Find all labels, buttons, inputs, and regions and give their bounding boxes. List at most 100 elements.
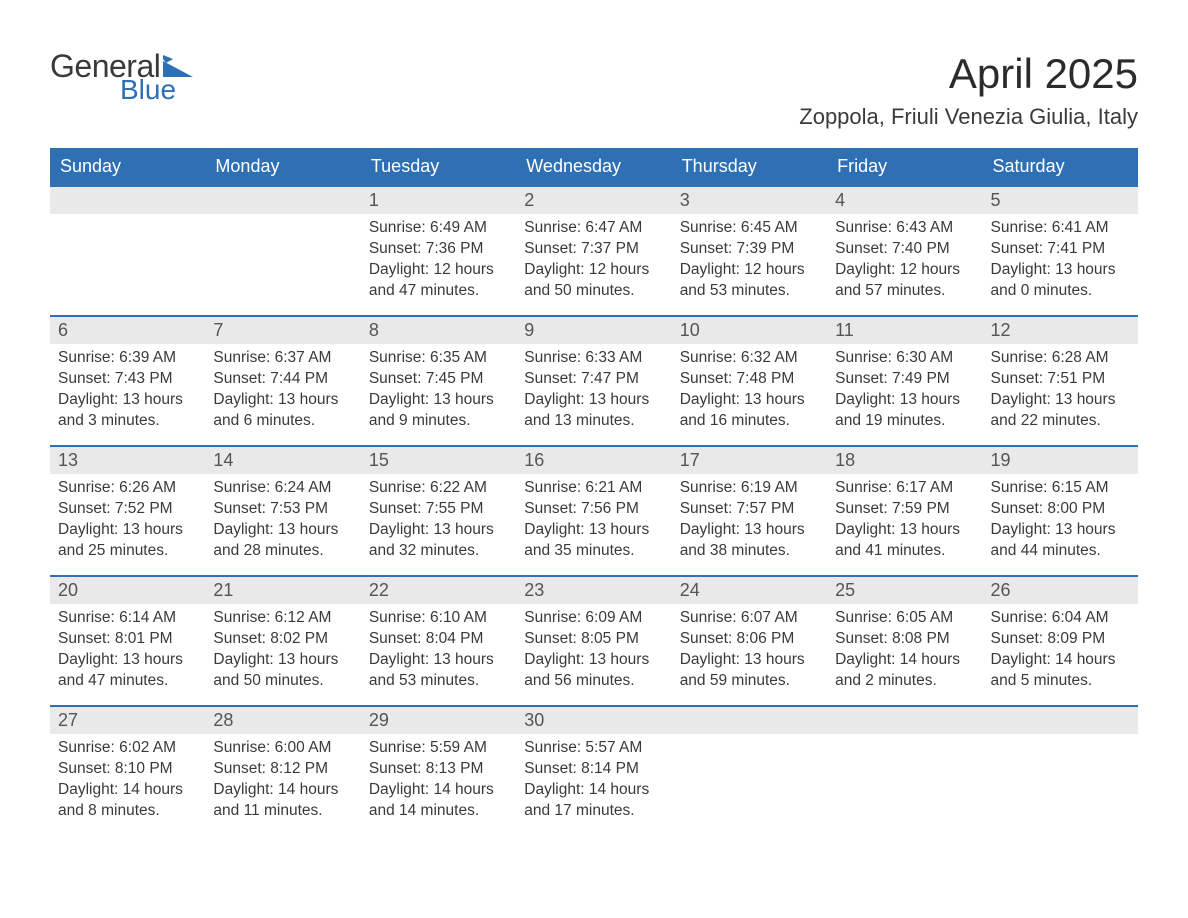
day-cell: 30Sunrise: 5:57 AMSunset: 8:14 PMDayligh…	[516, 707, 671, 835]
day-header-cell: Friday	[827, 148, 982, 185]
sunset-text: Sunset: 8:10 PM	[58, 759, 197, 780]
sunrise-text: Sunrise: 6:00 AM	[213, 738, 352, 759]
day-cell: 25Sunrise: 6:05 AMSunset: 8:08 PMDayligh…	[827, 577, 982, 705]
daylight-text: Daylight: 13 hours and 50 minutes.	[213, 650, 352, 692]
day-body: Sunrise: 6:12 AMSunset: 8:02 PMDaylight:…	[205, 604, 360, 692]
sunrise-text: Sunrise: 6:19 AM	[680, 478, 819, 499]
day-number: 18	[827, 447, 982, 474]
day-body: Sunrise: 6:28 AMSunset: 7:51 PMDaylight:…	[983, 344, 1138, 432]
sunset-text: Sunset: 8:05 PM	[524, 629, 663, 650]
day-cell	[672, 707, 827, 835]
day-number: 9	[516, 317, 671, 344]
page-header: General Blue April 2025 Zoppola, Friuli …	[50, 50, 1138, 130]
day-number: 17	[672, 447, 827, 474]
sunrise-text: Sunrise: 6:10 AM	[369, 608, 508, 629]
daylight-text: Daylight: 12 hours and 57 minutes.	[835, 260, 974, 302]
day-body: Sunrise: 6:19 AMSunset: 7:57 PMDaylight:…	[672, 474, 827, 562]
day-number: 26	[983, 577, 1138, 604]
logo-blue-text: Blue	[120, 76, 193, 104]
day-cell: 19Sunrise: 6:15 AMSunset: 8:00 PMDayligh…	[983, 447, 1138, 575]
day-number: 24	[672, 577, 827, 604]
day-header-cell: Monday	[205, 148, 360, 185]
day-number: 16	[516, 447, 671, 474]
daylight-text: Daylight: 14 hours and 14 minutes.	[369, 780, 508, 822]
daylight-text: Daylight: 13 hours and 44 minutes.	[991, 520, 1130, 562]
day-body: Sunrise: 6:45 AMSunset: 7:39 PMDaylight:…	[672, 214, 827, 302]
sunset-text: Sunset: 7:44 PM	[213, 369, 352, 390]
day-number: 11	[827, 317, 982, 344]
sunset-text: Sunset: 7:36 PM	[369, 239, 508, 260]
day-cell: 24Sunrise: 6:07 AMSunset: 8:06 PMDayligh…	[672, 577, 827, 705]
day-number: 8	[361, 317, 516, 344]
day-body: Sunrise: 6:04 AMSunset: 8:09 PMDaylight:…	[983, 604, 1138, 692]
sunset-text: Sunset: 7:47 PM	[524, 369, 663, 390]
title-block: April 2025 Zoppola, Friuli Venezia Giuli…	[799, 50, 1138, 130]
sunrise-text: Sunrise: 6:33 AM	[524, 348, 663, 369]
day-number: 3	[672, 187, 827, 214]
sunset-text: Sunset: 8:08 PM	[835, 629, 974, 650]
sunset-text: Sunset: 7:45 PM	[369, 369, 508, 390]
sunset-text: Sunset: 8:13 PM	[369, 759, 508, 780]
day-cell: 27Sunrise: 6:02 AMSunset: 8:10 PMDayligh…	[50, 707, 205, 835]
day-cell: 6 Sunrise: 6:39 AMSunset: 7:43 PMDaylight…	[50, 317, 205, 445]
week-row: 6Sunrise: 6:39 AMSunset: 7:43 PMDaylight…	[50, 315, 1138, 445]
daylight-text: Daylight: 12 hours and 47 minutes.	[369, 260, 508, 302]
sunrise-text: Sunrise: 6:47 AM	[524, 218, 663, 239]
day-body: Sunrise: 6:21 AMSunset: 7:56 PMDaylight:…	[516, 474, 671, 562]
day-cell: 28Sunrise: 6:00 AMSunset: 8:12 PMDayligh…	[205, 707, 360, 835]
sunset-text: Sunset: 7:41 PM	[991, 239, 1130, 260]
day-number: 15	[361, 447, 516, 474]
day-cell: 21Sunrise: 6:12 AMSunset: 8:02 PMDayligh…	[205, 577, 360, 705]
sunrise-text: Sunrise: 6:04 AM	[991, 608, 1130, 629]
sunrise-text: Sunrise: 6:26 AM	[58, 478, 197, 499]
sunset-text: Sunset: 8:04 PM	[369, 629, 508, 650]
day-cell	[205, 187, 360, 315]
day-cell	[827, 707, 982, 835]
day-number	[205, 187, 360, 214]
day-cell: 7Sunrise: 6:37 AMSunset: 7:44 PMDaylight…	[205, 317, 360, 445]
sunrise-text: Sunrise: 5:57 AM	[524, 738, 663, 759]
day-number: 21	[205, 577, 360, 604]
day-number: 27	[50, 707, 205, 734]
day-header-cell: Thursday	[672, 148, 827, 185]
sunrise-text: Sunrise: 6:12 AM	[213, 608, 352, 629]
day-number: 12	[983, 317, 1138, 344]
day-cell: 23Sunrise: 6:09 AMSunset: 8:05 PMDayligh…	[516, 577, 671, 705]
day-cell: 8 Sunrise: 6:35 AMSunset: 7:45 PMDaylight…	[361, 317, 516, 445]
day-number: 6	[50, 317, 205, 344]
day-body: Sunrise: 6:00 AMSunset: 8:12 PMDaylight:…	[205, 734, 360, 822]
sunset-text: Sunset: 7:56 PM	[524, 499, 663, 520]
sunrise-text: Sunrise: 6:41 AM	[991, 218, 1130, 239]
sunset-text: Sunset: 8:09 PM	[991, 629, 1130, 650]
sunset-text: Sunset: 7:57 PM	[680, 499, 819, 520]
sunset-text: Sunset: 8:00 PM	[991, 499, 1130, 520]
sunrise-text: Sunrise: 6:24 AM	[213, 478, 352, 499]
sunrise-text: Sunrise: 5:59 AM	[369, 738, 508, 759]
day-body: Sunrise: 6:14 AMSunset: 8:01 PMDaylight:…	[50, 604, 205, 692]
day-body: Sunrise: 6:47 AMSunset: 7:37 PMDaylight:…	[516, 214, 671, 302]
sunset-text: Sunset: 8:14 PM	[524, 759, 663, 780]
daylight-text: Daylight: 13 hours and 3 minutes.	[58, 390, 197, 432]
sunset-text: Sunset: 7:43 PM	[58, 369, 197, 390]
day-number: 1	[361, 187, 516, 214]
day-header-row: Sunday Monday Tuesday Wednesday Thursday…	[50, 148, 1138, 185]
location-text: Zoppola, Friuli Venezia Giulia, Italy	[799, 104, 1138, 130]
sunset-text: Sunset: 7:51 PM	[991, 369, 1130, 390]
day-cell: 11Sunrise: 6:30 AMSunset: 7:49 PMDayligh…	[827, 317, 982, 445]
day-cell: 4Sunrise: 6:43 AMSunset: 7:40 PMDaylight…	[827, 187, 982, 315]
daylight-text: Daylight: 12 hours and 53 minutes.	[680, 260, 819, 302]
week-row: 27Sunrise: 6:02 AMSunset: 8:10 PMDayligh…	[50, 705, 1138, 835]
day-number: 2	[516, 187, 671, 214]
daylight-text: Daylight: 14 hours and 17 minutes.	[524, 780, 663, 822]
sunset-text: Sunset: 7:59 PM	[835, 499, 974, 520]
day-number: 13	[50, 447, 205, 474]
sunset-text: Sunset: 7:53 PM	[213, 499, 352, 520]
day-number: 7	[205, 317, 360, 344]
day-number: 19	[983, 447, 1138, 474]
day-number: 25	[827, 577, 982, 604]
daylight-text: Daylight: 13 hours and 9 minutes.	[369, 390, 508, 432]
sunrise-text: Sunrise: 6:09 AM	[524, 608, 663, 629]
sunrise-text: Sunrise: 6:35 AM	[369, 348, 508, 369]
sunrise-text: Sunrise: 6:39 AM	[58, 348, 197, 369]
day-number: 5	[983, 187, 1138, 214]
